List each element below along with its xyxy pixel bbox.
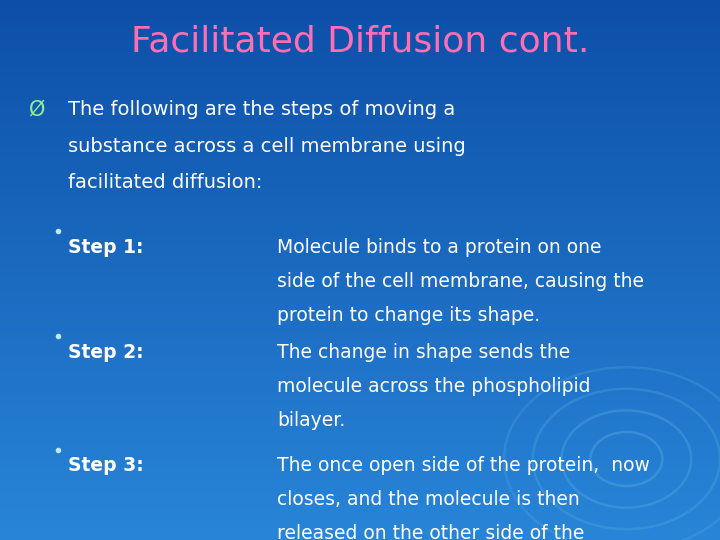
Bar <box>0 54 720 60</box>
Bar <box>0 378 720 384</box>
Bar <box>0 74 720 81</box>
Bar <box>0 256 720 263</box>
Bar <box>0 189 720 195</box>
Bar <box>0 351 720 357</box>
Bar <box>0 230 720 237</box>
Bar <box>0 0 720 6</box>
Text: molecule across the phospholipid: molecule across the phospholipid <box>277 377 590 396</box>
Bar <box>0 135 720 141</box>
Text: Step 2:: Step 2: <box>68 343 144 362</box>
Bar <box>0 47 720 54</box>
Bar <box>0 94 720 102</box>
Bar <box>0 446 720 453</box>
Text: Molecule binds to a protein on one: Molecule binds to a protein on one <box>277 238 602 256</box>
Text: protein to change its shape.: protein to change its shape. <box>277 306 540 325</box>
Bar <box>0 108 720 115</box>
Bar <box>0 249 720 256</box>
Bar <box>0 27 720 33</box>
Text: The following are the steps of moving a: The following are the steps of moving a <box>68 100 456 119</box>
Bar <box>0 432 720 438</box>
Text: facilitated diffusion:: facilitated diffusion: <box>68 173 263 192</box>
Bar <box>0 507 720 513</box>
Bar <box>0 338 720 345</box>
Bar <box>0 128 720 135</box>
Bar <box>0 310 720 317</box>
Bar <box>0 418 720 426</box>
Bar <box>0 399 720 405</box>
Bar <box>0 216 720 222</box>
Bar <box>0 534 720 540</box>
Bar <box>0 384 720 391</box>
Bar <box>0 81 720 87</box>
Text: Step 1:: Step 1: <box>68 238 144 256</box>
Bar <box>0 459 720 465</box>
Text: substance across a cell membrane using: substance across a cell membrane using <box>68 137 466 156</box>
Bar <box>0 87 720 94</box>
Bar <box>0 426 720 432</box>
Bar <box>0 519 720 526</box>
Bar <box>0 324 720 330</box>
Text: closes, and the molecule is then: closes, and the molecule is then <box>277 490 580 509</box>
Bar <box>0 303 720 310</box>
Text: Facilitated Diffusion cont.: Facilitated Diffusion cont. <box>131 24 589 58</box>
Bar <box>0 148 720 156</box>
Bar <box>0 168 720 176</box>
Bar <box>0 60 720 68</box>
Bar <box>0 526 720 534</box>
Bar <box>0 291 720 297</box>
Bar <box>0 115 720 122</box>
Bar <box>0 102 720 108</box>
Bar <box>0 176 720 183</box>
Bar <box>0 465 720 472</box>
Text: released on the other side of the: released on the other side of the <box>277 524 585 540</box>
Bar <box>0 330 720 338</box>
Bar <box>0 243 720 249</box>
Bar <box>0 372 720 378</box>
Bar <box>0 263 720 270</box>
Bar <box>0 480 720 486</box>
Bar <box>0 513 720 519</box>
Bar <box>0 297 720 303</box>
Bar <box>0 392 720 399</box>
Bar <box>0 20 720 27</box>
Text: bilayer.: bilayer. <box>277 411 346 430</box>
Bar <box>0 317 720 324</box>
Bar <box>0 405 720 411</box>
Text: Ø: Ø <box>29 100 45 120</box>
Bar <box>0 270 720 276</box>
Bar <box>0 40 720 47</box>
Text: side of the cell membrane, causing the: side of the cell membrane, causing the <box>277 272 644 291</box>
Bar <box>0 358 720 365</box>
Bar <box>0 500 720 507</box>
Bar <box>0 237 720 243</box>
Text: Step 3:: Step 3: <box>68 456 144 475</box>
Bar <box>0 472 720 480</box>
Bar <box>0 276 720 284</box>
Bar <box>0 209 720 216</box>
Bar <box>0 6 720 14</box>
Bar <box>0 195 720 202</box>
Bar <box>0 452 720 459</box>
Text: The once open side of the protein,  now: The once open side of the protein, now <box>277 456 650 475</box>
Bar <box>0 222 720 230</box>
Bar <box>0 156 720 162</box>
Text: The change in shape sends the: The change in shape sends the <box>277 343 570 362</box>
Bar <box>0 284 720 291</box>
Bar <box>0 411 720 418</box>
Bar <box>0 364 720 372</box>
Bar <box>0 141 720 149</box>
Bar <box>0 486 720 492</box>
Bar <box>0 438 720 445</box>
Bar <box>0 183 720 189</box>
Bar <box>0 162 720 168</box>
Bar <box>0 493 720 500</box>
Bar <box>0 202 720 209</box>
Bar <box>0 68 720 74</box>
Bar <box>0 14 720 20</box>
Bar <box>0 33 720 40</box>
Bar <box>0 122 720 128</box>
Bar <box>0 345 720 351</box>
